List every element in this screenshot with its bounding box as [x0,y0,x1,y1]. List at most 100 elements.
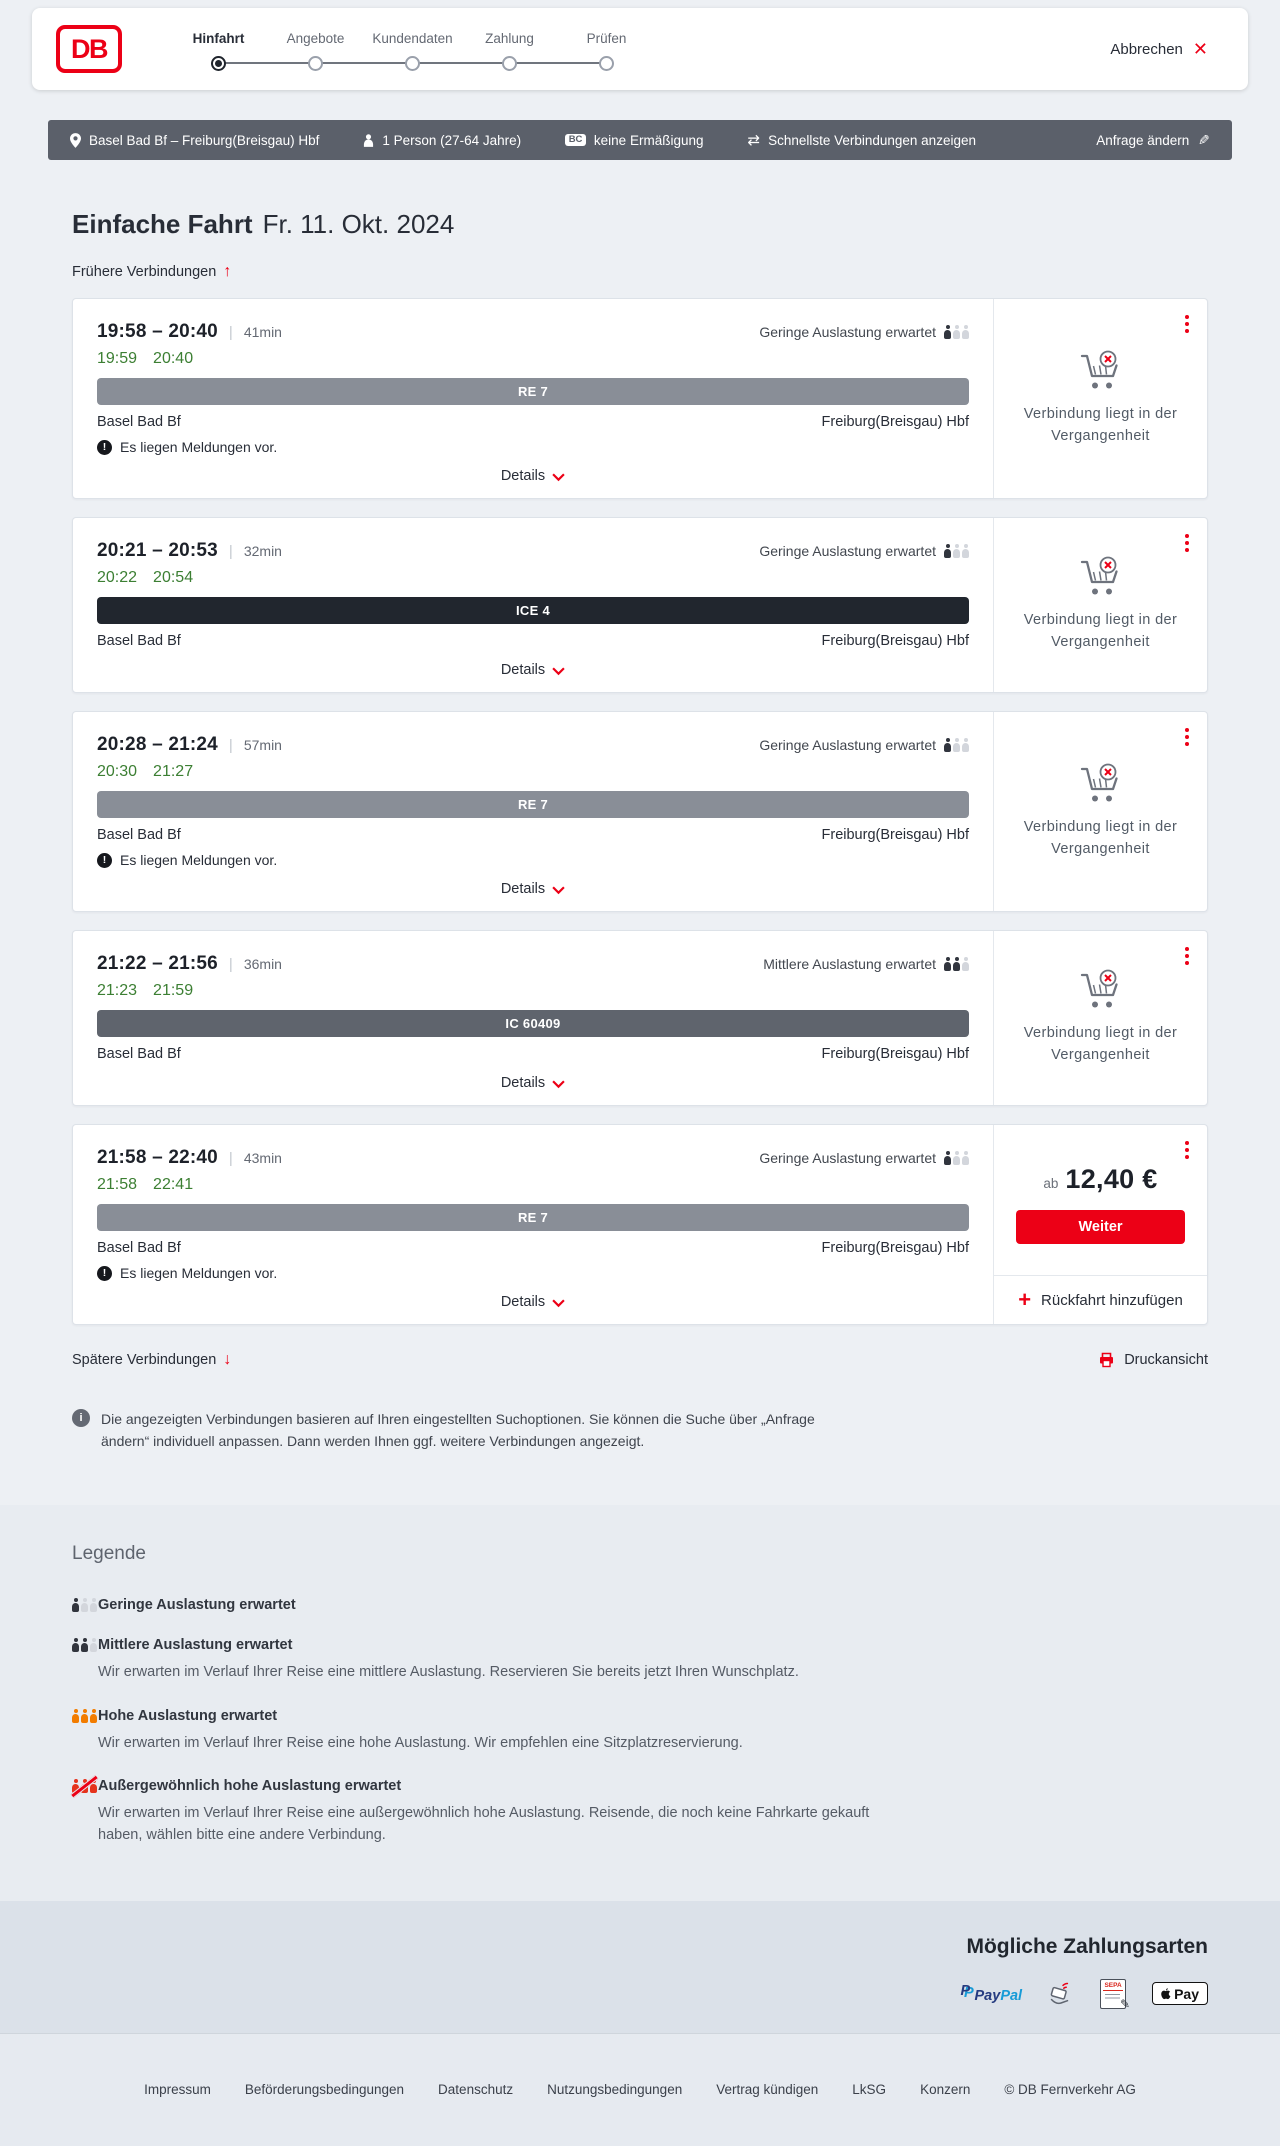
change-request-label: Anfrage ändern [1096,132,1190,148]
train-label: IC 60409 [505,1016,561,1031]
separator: | [228,542,233,560]
progress-step[interactable]: Angebote [267,31,364,71]
past-connection-note: Verbindung liegt in der Vergangenheit [1023,612,1178,650]
details-toggle[interactable]: Details [501,1294,565,1310]
duration: 32min [243,543,282,559]
train-line-bar[interactable]: RE 7 [97,378,969,405]
occupancy-label: Geringe Auslastung erwartet [759,543,936,559]
connection-time: 19:58 – 20:40 [97,321,218,342]
train-line-bar[interactable]: RE 7 [97,791,969,818]
realtime-departure: 19:59 [97,350,138,367]
route-summary: Basel Bad Bf – Freiburg(Breisgau) Hbf [70,133,319,148]
warning-icon: ! [97,852,112,868]
past-panel: Verbindung liegt in der Vergangenheit [994,518,1207,692]
footer-links: Impressum Beförderungsbedingungen Datens… [144,2082,970,2097]
separator: | [228,323,233,341]
more-options-button[interactable] [1183,532,1191,554]
connection-card: 20:21 – 20:53 | 32min Geringe Auslastung… [72,517,1208,693]
realtime-times: 20:22 20:54 [97,569,969,587]
details-toggle[interactable]: Details [501,1075,565,1091]
origin-station: Basel Bad Bf [97,414,181,430]
sepa-icon: SEPA ✎ [1100,1978,1130,2011]
progress-step-label: Hinfahrt [192,31,245,46]
apple-pay-icon: Pay [1152,1982,1208,2006]
kebab-icon [1185,947,1189,951]
details-toggle[interactable]: Details [501,468,565,484]
footer-link[interactable]: Konzern [920,2081,971,2097]
step-dot-icon [211,56,226,71]
cancel-button[interactable]: Abbrechen ✕ [1110,40,1208,58]
progress-step[interactable]: Zahlung [461,31,558,71]
progress-step[interactable]: Hinfahrt [170,31,267,71]
footer-link[interactable]: LkSG [852,2081,887,2097]
progress-step[interactable]: Kundendaten [364,31,461,71]
footer-link[interactable]: Datenschutz [438,2081,514,2097]
footer-link[interactable]: Nutzungsbedingungen [547,2081,683,2097]
arrow-down-icon: ↓ [223,1350,232,1368]
occupancy-icon [72,1597,97,1612]
progress-step-label: Zahlung [485,31,534,46]
occupancy-label: Mittlere Auslastung erwartet [763,956,936,972]
pencil-icon: ✎ [1198,131,1210,148]
separator: | [228,736,233,754]
more-options-button[interactable] [1183,726,1191,748]
more-options-button[interactable] [1183,313,1191,335]
progress-step[interactable]: Prüfen [558,31,655,71]
progress-step-label: Kundendaten [372,31,453,46]
train-line-bar[interactable]: IC 60409 [97,1010,969,1037]
footer-link[interactable]: Beförderungsbedingungen [244,2081,405,2097]
page-title: Einfache Fahrt Fr. 11. Okt. 2024 [72,208,1208,240]
footer-link[interactable]: Vertrag kündigen [716,2081,819,2097]
price-prefix: ab [1043,1176,1059,1191]
cart-unavailable-icon [1080,763,1118,802]
legend-title: Legende [72,1542,146,1564]
app-header: DB Hinfahrt Angebote Kundendaten Zahlung… [32,8,1248,90]
occupancy: Geringe Auslastung erwartet [759,324,969,340]
weiter-button[interactable]: Weiter [1016,1210,1185,1244]
step-dot-icon [405,56,420,71]
more-options-button[interactable] [1183,1139,1191,1161]
occupancy-icon [944,544,969,558]
train-line-bar[interactable]: RE 7 [97,1204,969,1231]
legend-item: Hohe Auslastung erwartet Wir erwarten im… [72,1708,1208,1755]
kebab-icon [1185,534,1189,538]
info-icon: i [72,1409,90,1427]
origin-station: Basel Bad Bf [97,633,181,649]
connection-message: ! Es liegen Meldungen vor. [97,439,969,455]
earlier-connections-link[interactable]: Frühere Verbindungen ↑ [72,263,232,281]
more-options-button[interactable] [1183,945,1191,967]
trip-type-title: Einfache Fahrt [72,209,253,239]
connection-side-panel: ab 12,40 € Weiter + Rückfahrt hinzufügen [993,1125,1207,1324]
print-view-button[interactable]: Druckansicht [1098,1351,1208,1368]
duration: 41min [243,324,282,340]
arrow-up-icon: ↑ [223,263,232,280]
details-toggle[interactable]: Details [501,662,565,678]
details-toggle[interactable]: Details [501,881,565,897]
change-request-button[interactable]: Anfrage ändern ✎ [1096,132,1210,149]
progress-step-label: Angebote [286,31,345,46]
connection-side-panel: Verbindung liegt in der Vergangenheit [993,931,1207,1105]
add-return-button[interactable]: + Rückfahrt hinzufügen [994,1275,1207,1324]
fastest-connections-summary: ⇄ Schnellste Verbindungen anzeigen [747,133,976,148]
realtime-times: 21:58 22:41 [97,1176,969,1194]
footer-link[interactable]: Impressum [144,2081,211,2097]
train-label: RE 7 [517,1210,549,1225]
duration: 57min [243,737,282,753]
results-main: Einfache Fahrt Fr. 11. Okt. 2024 Frühere … [0,208,1280,1505]
passenger-label: 1 Person (27-64 Jahre) [382,132,522,148]
connection-time: 21:22 – 21:56 [97,953,218,974]
list-footer-row: Spätere Verbindungen ↓ Druckansicht [72,1351,1208,1368]
occupancy: Mittlere Auslastung erwartet [763,956,969,972]
connection-side-panel: Verbindung liegt in der Vergangenheit [993,712,1207,911]
step-dot-icon [308,56,323,71]
connection-time: 20:21 – 20:53 [97,540,218,561]
app-footer: Impressum Beförderungsbedingungen Datens… [0,2032,1280,2146]
realtime-departure: 21:58 [97,1176,138,1193]
realtime-arrival: 21:59 [153,982,194,999]
db-logo[interactable]: DB [56,25,122,73]
message-text: Es liegen Meldungen vor. [120,1265,278,1281]
later-connections-link[interactable]: Spätere Verbindungen ↓ [72,1350,232,1368]
train-line-bar[interactable]: ICE 4 [97,597,969,624]
price: 12,40 € [1065,1164,1158,1194]
